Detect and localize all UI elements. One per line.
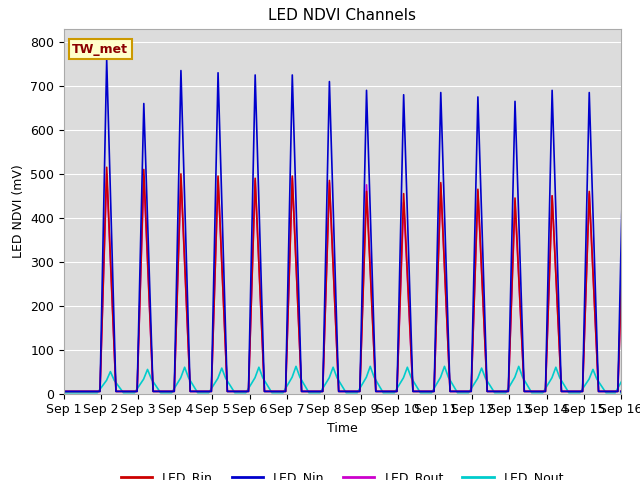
Y-axis label: LED NDVI (mV): LED NDVI (mV) — [12, 164, 25, 258]
Legend: LED_Rin, LED_Nin, LED_Rout, LED_Nout: LED_Rin, LED_Nin, LED_Rout, LED_Nout — [116, 467, 569, 480]
Title: LED NDVI Channels: LED NDVI Channels — [268, 9, 417, 24]
Text: TW_met: TW_met — [72, 43, 129, 56]
X-axis label: Time: Time — [327, 422, 358, 435]
